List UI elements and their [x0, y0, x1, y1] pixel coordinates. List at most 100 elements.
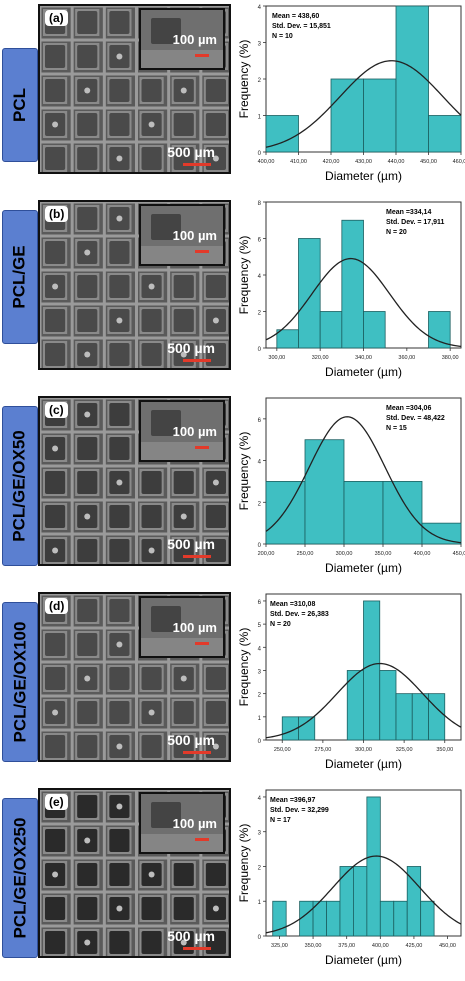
x-axis-label: Diameter (µm)	[325, 953, 402, 967]
stats-text: N = 17	[270, 817, 291, 824]
x-tick-label: 325,00	[271, 943, 288, 949]
y-tick-label: 2	[258, 501, 262, 507]
histogram-bar	[299, 900, 314, 937]
histogram-bar	[379, 670, 397, 741]
x-tick-label: 300,00	[355, 747, 372, 753]
x-tick-label: 430,00	[355, 159, 372, 165]
histogram-bar	[363, 311, 386, 349]
y-tick-label: 6	[258, 418, 262, 424]
normal-curve	[265, 416, 462, 544]
histogram-bar	[366, 796, 381, 937]
y-tick-label: 8	[258, 201, 262, 207]
y-tick-label: 4	[258, 274, 262, 280]
histogram-bar	[276, 329, 299, 349]
x-axis-label: Diameter (µm)	[325, 561, 402, 575]
stats-text: Mean =310,08	[270, 601, 315, 608]
inset-scale-bar	[195, 838, 209, 841]
histogram-bar	[363, 78, 397, 153]
figure-row: PCL/GE/OX250 (e) 100 µm 500 µm 0 1 2 3 4 325,00 35…	[0, 784, 465, 980]
y-tick-label: 2	[258, 693, 262, 699]
y-tick-label: 0	[258, 935, 262, 941]
inset-scale-bar	[195, 446, 209, 449]
histogram-chart: 0 2 4 6 8 300,00 320,00 340,00 360,00 380,00 Diame…	[236, 198, 465, 388]
histogram-chart: 0 2 4 6 200,00 250,00 300,00 350,00 400,00 450,00…	[236, 394, 465, 584]
x-tick-label: 450,00	[420, 159, 437, 165]
histogram-bar	[428, 693, 446, 741]
y-tick-label: 4	[258, 646, 262, 652]
main-scale-label: 500 µm	[167, 536, 215, 552]
y-axis-label: Frequency (%)	[237, 236, 251, 315]
main-scale-bar	[183, 947, 211, 950]
histogram-svg: 0 1 2 3 4 400,00 410,00 420,00 430,00 440,00 450,0…	[237, 5, 465, 183]
panel-letter: (d)	[45, 598, 69, 614]
x-tick-label: 250,00	[274, 747, 291, 753]
inset-texture	[141, 598, 223, 656]
x-tick-label: 300,00	[268, 355, 285, 361]
histogram-chart: 0 1 2 3 4 325,00 350,00 375,00 400,00 425,00 450,0…	[236, 786, 465, 976]
y-tick-label: 6	[258, 238, 262, 244]
x-tick-label: 400,00	[372, 943, 389, 949]
x-tick-label: 340,00	[355, 355, 372, 361]
x-tick-label: 450,00	[439, 943, 456, 949]
sem-inset: 100 µm	[139, 596, 225, 658]
x-tick-label: 360,00	[398, 355, 415, 361]
inset-scale-label: 100 µm	[172, 32, 217, 47]
y-tick-label: 3	[258, 42, 262, 48]
histogram-bar	[428, 311, 451, 349]
inset-scale-bar	[195, 642, 209, 645]
histogram-svg: 0 1 2 3 4 325,00 350,00 375,00 400,00 425,00 450,0…	[237, 789, 462, 967]
histogram-bar	[353, 866, 368, 937]
main-scale-bar	[183, 555, 211, 558]
histogram-chart: 0 1 2 3 4 400,00 410,00 420,00 430,00 440,00 450,0…	[236, 2, 465, 192]
sample-label-box: PCL	[2, 48, 38, 162]
sem-micrograph: (b) 100 µm 500 µm	[38, 200, 231, 370]
sample-label-box: PCL/GE	[2, 210, 38, 344]
y-tick-label: 5	[258, 623, 262, 629]
histogram-bar	[428, 115, 462, 153]
x-tick-label: 350,00	[375, 551, 392, 557]
y-axis-label: Frequency (%)	[237, 432, 251, 511]
panel-letter: (b)	[45, 206, 69, 222]
x-tick-label: 350,00	[305, 943, 322, 949]
histogram-bar	[421, 522, 462, 545]
x-axis-label: Diameter (µm)	[325, 169, 402, 183]
histogram-bar	[265, 481, 306, 545]
sample-label: PCL/GE	[10, 245, 30, 309]
inset-texture	[141, 402, 223, 460]
sample-label-box: PCL/GE/OX50	[2, 406, 38, 566]
y-tick-label: 4	[258, 460, 262, 466]
histogram-bar	[330, 78, 364, 153]
y-axis-label: Frequency (%)	[237, 40, 251, 119]
stats-text: Mean = 438,60	[272, 13, 319, 20]
inset-scale-label: 100 µm	[172, 228, 217, 243]
main-scale-label: 500 µm	[167, 732, 215, 748]
x-tick-label: 400,00	[414, 551, 431, 557]
normal-curve	[265, 60, 462, 148]
x-axis-label: Diameter (µm)	[325, 365, 402, 379]
histogram-bar	[379, 900, 395, 937]
stats-text: Std. Dev. = 26,383	[270, 611, 329, 618]
histogram-svg: 0 2 4 6 200,00 250,00 300,00 350,00 400,00 450,00…	[237, 397, 465, 575]
histogram-bar	[298, 716, 316, 741]
main-scale-bar	[183, 359, 211, 362]
x-tick-label: 200,00	[258, 551, 275, 557]
y-tick-label: 4	[258, 5, 262, 11]
sem-inset: 100 µm	[139, 8, 225, 70]
histogram-svg: 0 1 2 3 4 5 6 250,00 275,00 300,00 325,00 350,00 Dia…	[237, 593, 462, 771]
x-tick-label: 380,00	[442, 355, 459, 361]
y-tick-label: 3	[258, 831, 262, 837]
panel-letter: (e)	[45, 794, 68, 810]
stats-text: N = 15	[386, 425, 407, 432]
y-tick-label: 6	[258, 600, 262, 606]
stats-text: Std. Dev. = 48,422	[386, 415, 445, 422]
y-tick-label: 4	[258, 796, 262, 802]
sample-label: PCL	[10, 88, 29, 122]
y-tick-label: 2	[258, 78, 262, 84]
sem-scaffold-texture	[40, 594, 229, 760]
normal-curve	[265, 662, 462, 739]
inset-texture	[141, 794, 223, 852]
histogram-bar	[304, 439, 345, 545]
y-tick-label: 1	[258, 716, 262, 722]
sem-micrograph: (e) 100 µm 500 µm	[38, 788, 231, 958]
stats-text: N = 20	[386, 229, 407, 236]
